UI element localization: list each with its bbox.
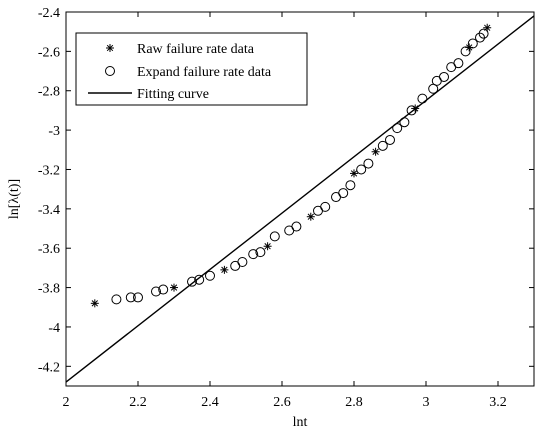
fitting-curve <box>65 15 535 383</box>
expand-data-point <box>133 292 143 303</box>
legend-expand-marker <box>105 66 115 76</box>
fit-line <box>65 15 535 383</box>
expand-data-point <box>467 38 478 49</box>
expand-data-point <box>363 158 374 169</box>
axis-ticks: 2 2.2 2.4 2.6 2.8 3 3.2 -2.4 -2.6 -2.8 -3 -3.2 -3.4 -… <box>38 6 534 410</box>
y-tick-label: -2.6 <box>38 45 60 60</box>
x-tick-label: 2.6 <box>273 395 291 410</box>
raw-data-point <box>483 23 492 32</box>
y-tick-label: -2.8 <box>38 85 60 100</box>
expand-data-point <box>194 274 205 285</box>
expand-data-point <box>158 284 169 295</box>
data-points <box>90 23 492 308</box>
expand-data-point <box>392 123 403 134</box>
y-tick-label: -3.2 <box>38 163 60 178</box>
x-tick-label: 2.2 <box>129 395 147 410</box>
raw-data-point <box>465 43 474 52</box>
expand-data-point <box>478 28 489 39</box>
plot-frame <box>65 11 535 387</box>
x-tick-label: 2.8 <box>345 395 363 410</box>
expand-data-point <box>453 58 464 69</box>
expand-data-point <box>417 93 428 104</box>
expand-data-point <box>237 256 248 267</box>
expand-data-point <box>320 201 331 212</box>
expand-data-point <box>269 231 280 242</box>
y-tick-label: -3.6 <box>38 242 60 257</box>
legend: Raw failure rate data Expand failure rat… <box>75 32 308 106</box>
raw-data-point <box>170 283 178 292</box>
expand-data-point <box>385 134 395 145</box>
y-tick-label: -3 <box>48 124 60 139</box>
expand-data-point <box>399 117 410 128</box>
expand-data-point <box>475 32 485 43</box>
y-tick-label: -3.4 <box>38 203 60 218</box>
expand-data-point <box>377 140 388 151</box>
expand-data-point <box>291 221 302 232</box>
legend-expand-label: Expand failure rate data <box>137 65 272 80</box>
expand-data-point <box>205 270 215 281</box>
expand-data-point <box>151 286 161 297</box>
raw-data-point <box>306 212 315 221</box>
legend-fit-label: Fitting curve <box>137 87 209 102</box>
expand-data-point <box>248 249 259 260</box>
raw-data-point <box>411 104 420 113</box>
raw-data-point <box>350 169 358 178</box>
expand-data-point <box>406 105 417 116</box>
raw-data-point <box>90 299 99 308</box>
legend-raw-label: Raw failure rate data <box>137 42 255 57</box>
raw-data-point <box>263 242 272 251</box>
legend-raw-marker <box>106 44 114 52</box>
expand-data-point <box>187 276 197 287</box>
raw-data-point <box>371 147 380 156</box>
x-axis-title: lnt <box>293 415 308 430</box>
legend-star-glyph <box>106 44 114 52</box>
x-tick-label: 3 <box>423 395 430 410</box>
expand-data-point <box>125 292 136 303</box>
y-tick-label: -4 <box>48 321 60 336</box>
y-axis-title: ln[λ(t)] <box>7 179 22 219</box>
x-tick-label: 3.2 <box>489 395 507 410</box>
expand-data-point <box>255 247 266 258</box>
expand-data-point <box>356 164 367 175</box>
y-tick-label: -3.8 <box>38 282 60 297</box>
expand-data-point <box>111 294 122 305</box>
y-tick-label: -4.2 <box>38 360 60 375</box>
expand-data-point <box>460 46 471 57</box>
expand-data-point <box>439 71 449 82</box>
raw-data-point <box>220 265 229 274</box>
y-tick-label: -2.4 <box>38 6 60 21</box>
expand-data-point <box>338 188 349 199</box>
x-tick-label: 2.4 <box>201 395 219 410</box>
x-tick-label: 2 <box>63 395 70 410</box>
expand-data-point <box>345 180 356 191</box>
